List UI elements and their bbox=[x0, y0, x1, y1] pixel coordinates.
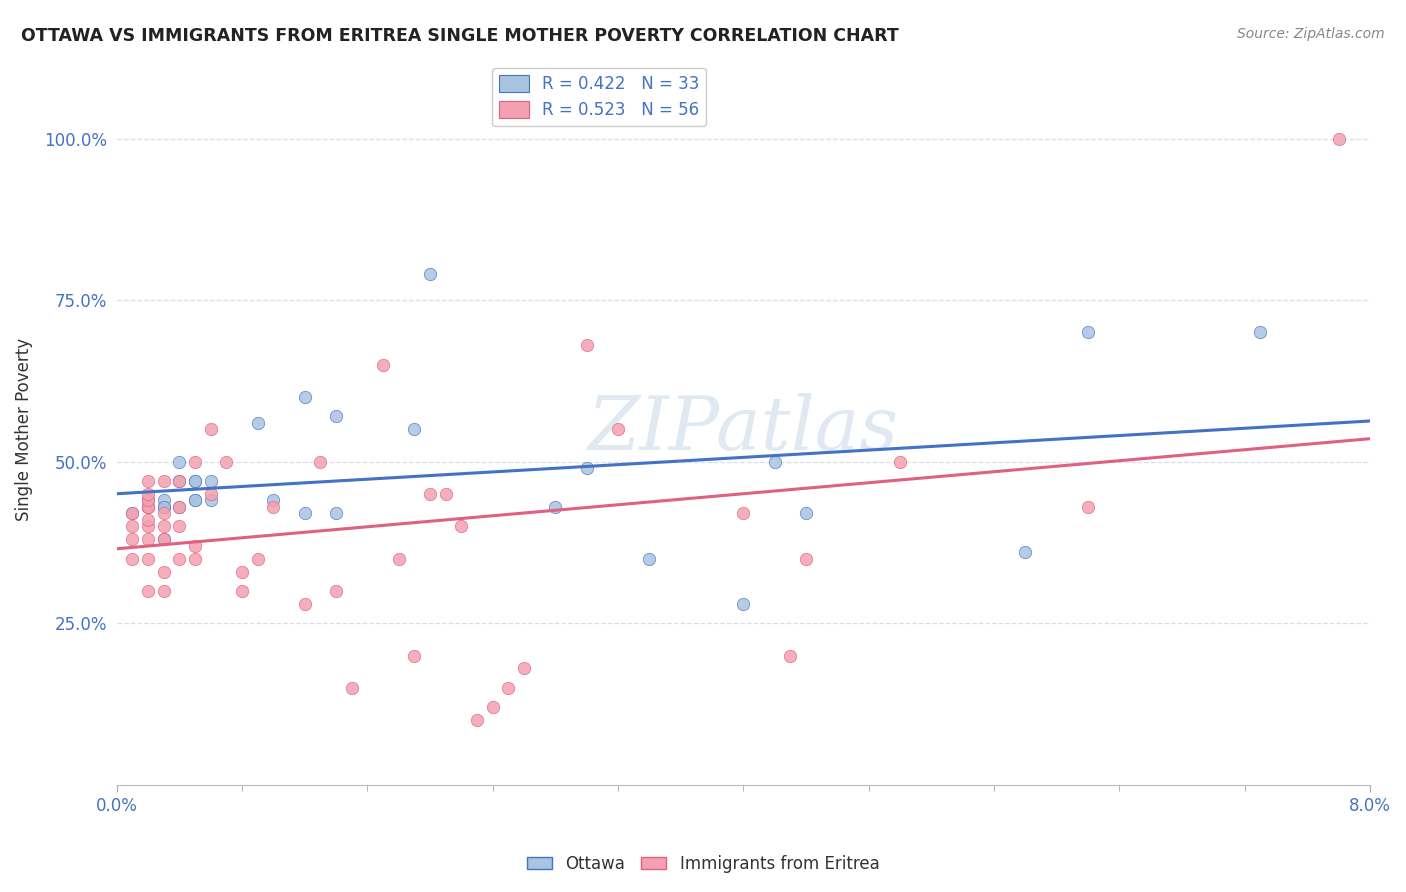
Point bbox=[121, 507, 143, 521]
Point bbox=[638, 551, 661, 566]
Point bbox=[231, 583, 253, 598]
Text: OTTAWA VS IMMIGRANTS FROM ERITREA SINGLE MOTHER POVERTY CORRELATION CHART: OTTAWA VS IMMIGRANTS FROM ERITREA SINGLE… bbox=[21, 27, 898, 45]
Point bbox=[325, 409, 347, 424]
Point bbox=[309, 455, 332, 469]
Point bbox=[575, 461, 598, 475]
Point bbox=[169, 474, 191, 488]
Point bbox=[498, 681, 520, 695]
Point bbox=[121, 532, 143, 546]
Point bbox=[1077, 326, 1099, 340]
Point bbox=[373, 358, 395, 372]
Point bbox=[246, 416, 269, 430]
Point bbox=[153, 532, 176, 546]
Point bbox=[263, 500, 285, 514]
Point bbox=[419, 487, 441, 501]
Point bbox=[184, 551, 207, 566]
Point bbox=[153, 493, 176, 508]
Point bbox=[794, 551, 817, 566]
Point bbox=[388, 551, 411, 566]
Point bbox=[246, 551, 269, 566]
Point bbox=[231, 565, 253, 579]
Point bbox=[889, 455, 911, 469]
Point bbox=[136, 551, 159, 566]
Point bbox=[340, 681, 363, 695]
Point bbox=[169, 519, 191, 533]
Point bbox=[404, 422, 426, 436]
Point bbox=[434, 487, 457, 501]
Point bbox=[733, 597, 755, 611]
Point bbox=[169, 551, 191, 566]
Point bbox=[200, 422, 222, 436]
Point bbox=[136, 474, 159, 488]
Point bbox=[263, 493, 285, 508]
Point bbox=[184, 539, 207, 553]
Point bbox=[136, 532, 159, 546]
Point bbox=[1077, 500, 1099, 514]
Point bbox=[184, 474, 207, 488]
Point bbox=[294, 597, 316, 611]
Point bbox=[733, 507, 755, 521]
Point bbox=[169, 455, 191, 469]
Point bbox=[153, 474, 176, 488]
Point bbox=[513, 661, 536, 675]
Point bbox=[200, 487, 222, 501]
Point bbox=[1014, 545, 1036, 559]
Point bbox=[450, 519, 472, 533]
Point bbox=[325, 583, 347, 598]
Point bbox=[481, 700, 503, 714]
Point bbox=[419, 267, 441, 281]
Point bbox=[169, 500, 191, 514]
Point bbox=[153, 519, 176, 533]
Point bbox=[153, 500, 176, 514]
Point bbox=[153, 500, 176, 514]
Legend: Ottawa, Immigrants from Eritrea: Ottawa, Immigrants from Eritrea bbox=[520, 848, 886, 880]
Point bbox=[200, 493, 222, 508]
Point bbox=[200, 474, 222, 488]
Point bbox=[779, 648, 801, 663]
Point bbox=[607, 422, 630, 436]
Point bbox=[1327, 131, 1350, 145]
Point bbox=[184, 474, 207, 488]
Point bbox=[136, 493, 159, 508]
Point bbox=[136, 500, 159, 514]
Point bbox=[121, 551, 143, 566]
Point bbox=[136, 500, 159, 514]
Point bbox=[169, 500, 191, 514]
Point bbox=[404, 648, 426, 663]
Point bbox=[465, 713, 488, 727]
Point bbox=[121, 519, 143, 533]
Point bbox=[544, 500, 567, 514]
Point bbox=[169, 474, 191, 488]
Text: ZIPatlas: ZIPatlas bbox=[588, 393, 898, 466]
Point bbox=[794, 507, 817, 521]
Point bbox=[153, 565, 176, 579]
Point bbox=[184, 493, 207, 508]
Point bbox=[121, 507, 143, 521]
Point bbox=[136, 513, 159, 527]
Point bbox=[1249, 326, 1271, 340]
Legend: R = 0.422   N = 33, R = 0.523   N = 56: R = 0.422 N = 33, R = 0.523 N = 56 bbox=[492, 68, 706, 126]
Point bbox=[153, 507, 176, 521]
Y-axis label: Single Mother Poverty: Single Mother Poverty bbox=[15, 338, 32, 521]
Point bbox=[294, 507, 316, 521]
Point bbox=[325, 507, 347, 521]
Point bbox=[136, 500, 159, 514]
Text: Source: ZipAtlas.com: Source: ZipAtlas.com bbox=[1237, 27, 1385, 41]
Point bbox=[153, 583, 176, 598]
Point bbox=[184, 493, 207, 508]
Point bbox=[136, 493, 159, 508]
Point bbox=[294, 390, 316, 404]
Point bbox=[136, 519, 159, 533]
Point bbox=[136, 583, 159, 598]
Point bbox=[763, 455, 786, 469]
Point bbox=[153, 532, 176, 546]
Point bbox=[215, 455, 238, 469]
Point bbox=[136, 487, 159, 501]
Point bbox=[575, 338, 598, 352]
Point bbox=[184, 455, 207, 469]
